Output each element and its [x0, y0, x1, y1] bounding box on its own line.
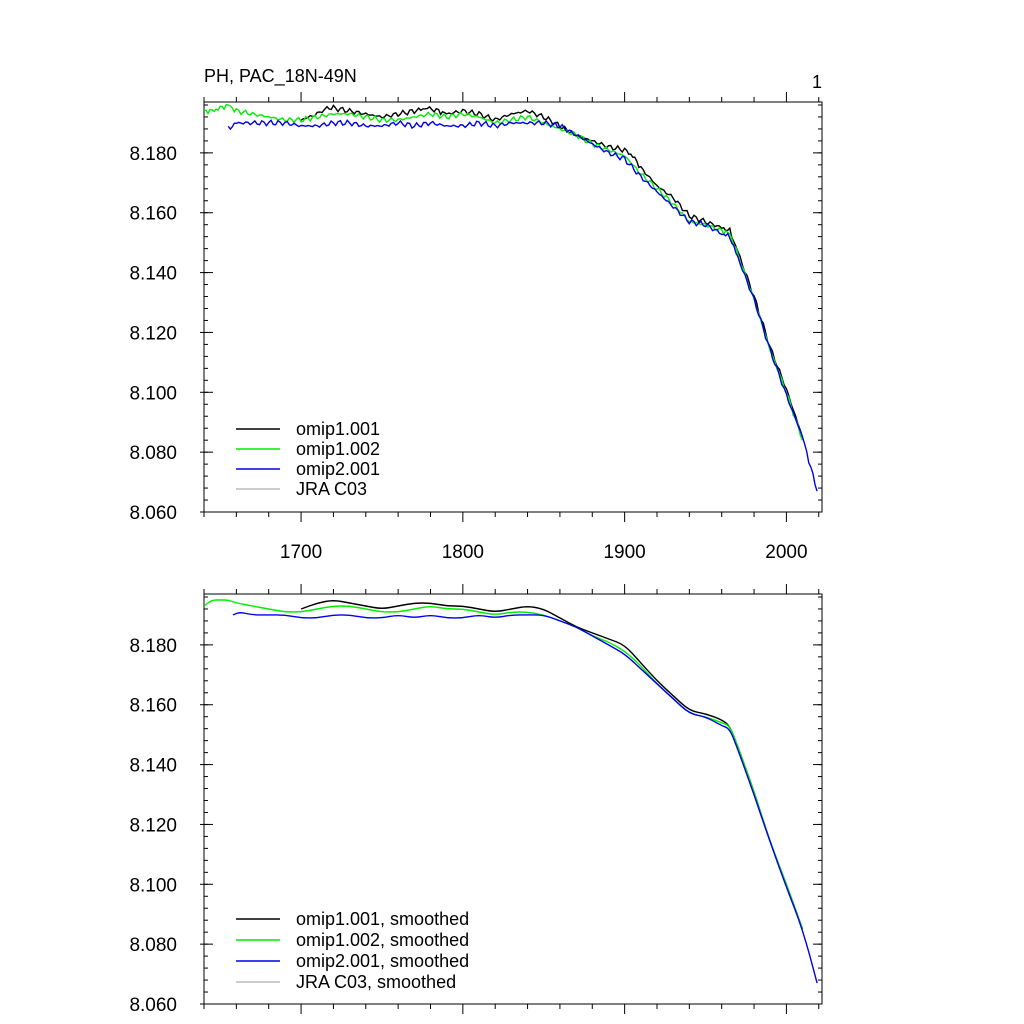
y-tick-label: 8.160 [129, 696, 177, 717]
y-tick-label: 8.180 [129, 636, 177, 657]
y-tick-label: 8.180 [129, 144, 177, 165]
top-panel: 8.060 8.080 8.100 8.120 8.140 8.160 8.180 1700 1… [129, 92, 823, 563]
x-tick-label: 1900 [603, 542, 645, 563]
legend-label: omip1.001, smoothed [296, 909, 469, 929]
y-tick-label: 8.080 [129, 935, 177, 956]
legend-label: omip1.002, smoothed [296, 930, 469, 950]
y-tick-label: 8.060 [129, 995, 177, 1016]
y-tick-label: 8.140 [129, 756, 177, 777]
y-tick-label: 8.080 [129, 443, 177, 464]
bottom-panel: 8.060 8.080 8.100 8.120 8.140 8.160 8.180 omip1… [129, 584, 823, 1016]
series-line-3 [227, 119, 818, 492]
legend-label: omip2.001, smoothed [296, 951, 469, 971]
series-line-1 [300, 600, 804, 930]
plot-frame [203, 101, 823, 513]
legend-label: omip2.001 [296, 459, 380, 479]
y-tick-label: 8.120 [129, 815, 177, 836]
series-line-3 [232, 612, 818, 984]
series-line-2 [204, 103, 804, 441]
y-tick-label: 8.140 [129, 264, 177, 285]
y-tick-label: 8.100 [129, 383, 177, 404]
y-tick-label: 8.160 [129, 204, 177, 225]
legend-label: JRA C03 [296, 479, 367, 499]
series-line-1 [300, 104, 804, 438]
legend-label: JRA C03, smoothed [296, 972, 456, 992]
legend-label: omip1.001 [296, 419, 380, 439]
x-tick-label: 1700 [280, 542, 322, 563]
legend-label: omip1.002 [296, 439, 380, 459]
x-tick-label: 2000 [765, 542, 807, 563]
y-tick-label: 8.100 [129, 875, 177, 896]
y-tick-label: 8.060 [129, 503, 177, 524]
x-tick-label: 1800 [442, 542, 484, 563]
y-tick-label: 8.120 [129, 323, 177, 344]
series-line-2 [204, 599, 804, 930]
plot-frame [203, 593, 823, 1005]
figure-title: PH, PAC_18N-49N [204, 66, 357, 87]
page-number: 1 [812, 72, 822, 92]
